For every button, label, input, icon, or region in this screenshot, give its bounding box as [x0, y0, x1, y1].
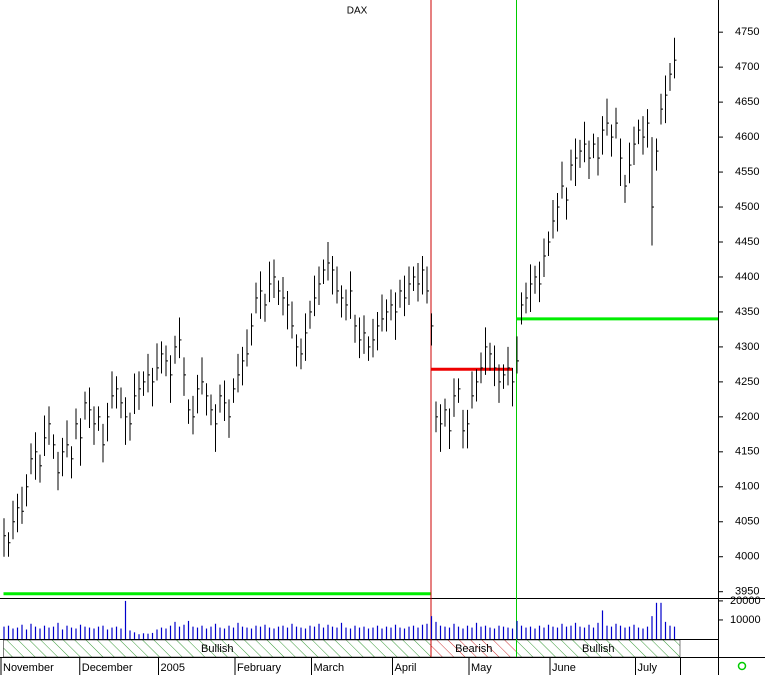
- x-tick-label: May: [471, 662, 492, 674]
- y-tick-label: 4600: [735, 131, 759, 143]
- volume-tick-label: 10000: [730, 614, 761, 626]
- regime-label: Bearish: [455, 643, 492, 655]
- y-tick-label: 4200: [735, 411, 759, 423]
- x-tick-label: November: [3, 662, 54, 674]
- y-tick-label: 4300: [735, 341, 759, 353]
- x-tick-label: March: [314, 662, 345, 674]
- y-tick-label: 4750: [735, 26, 759, 38]
- x-tick-label: February: [237, 662, 282, 674]
- x-tick-label: April: [395, 662, 417, 674]
- y-tick-label: 4050: [735, 516, 759, 528]
- x-tick-label: 2005: [161, 662, 185, 674]
- y-tick-label: 4400: [735, 271, 759, 283]
- x-tick-label: June: [552, 662, 576, 674]
- status-icon: [737, 661, 747, 671]
- volume-tick-label: 20000: [730, 595, 761, 607]
- regime-label: Bullish: [582, 643, 614, 655]
- y-tick-label: 4550: [735, 166, 759, 178]
- regime-label: Bullish: [201, 643, 233, 655]
- y-tick-label: 4650: [735, 96, 759, 108]
- x-tick-label: July: [638, 662, 658, 674]
- y-tick-label: 3950: [735, 586, 759, 598]
- x-tick-label: December: [82, 662, 133, 674]
- y-tick-label: 4100: [735, 481, 759, 493]
- y-tick-label: 4500: [735, 201, 759, 213]
- chart-title: DAX: [347, 6, 368, 17]
- y-tick-label: 4150: [735, 446, 759, 458]
- y-tick-label: 4350: [735, 306, 759, 318]
- y-tick-label: 4250: [735, 376, 759, 388]
- y-tick-label: 4000: [735, 551, 759, 563]
- y-tick-label: 4700: [735, 61, 759, 73]
- y-tick-label: 4450: [735, 236, 759, 248]
